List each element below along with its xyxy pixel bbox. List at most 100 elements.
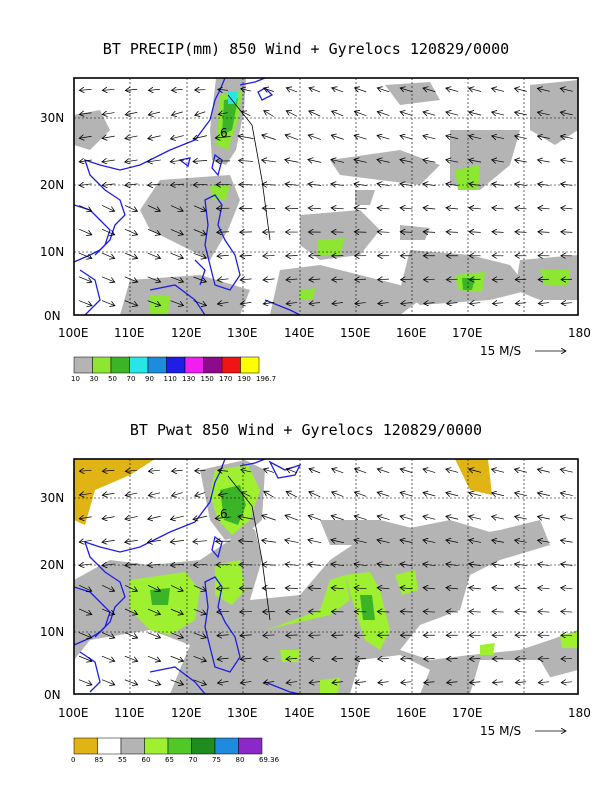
wind-arrow <box>240 658 252 659</box>
wind-arrow <box>400 469 413 473</box>
panel1-lon-label: 150E <box>340 326 371 340</box>
wind-arrow <box>79 184 92 186</box>
wind-arrow <box>262 184 276 185</box>
wind-arrow <box>400 516 413 519</box>
wind-arrow <box>218 113 228 115</box>
wind-arrow <box>102 184 115 186</box>
wind-arrow <box>193 608 206 614</box>
wind-arrow <box>515 208 527 209</box>
wind-arrow <box>515 588 527 589</box>
wind-arrow <box>492 540 504 542</box>
wind-arrow <box>125 89 138 90</box>
wind-arrow <box>148 184 161 185</box>
wind-arrow <box>331 588 344 589</box>
wind-arrow <box>492 184 504 186</box>
colorbar-label: 65 <box>165 756 174 764</box>
wind-arrow <box>355 658 367 659</box>
wind-arrow <box>492 160 504 162</box>
wind-arrow <box>538 303 549 304</box>
colorbar-label: 80 <box>236 756 245 764</box>
wind-arrow <box>492 516 505 519</box>
wind-arrow <box>148 136 161 139</box>
wind-arrow <box>170 252 184 258</box>
wind-arrow <box>423 232 436 233</box>
wind-arrow <box>332 682 343 683</box>
wind-arrow <box>124 608 138 614</box>
wind-arrow <box>263 302 275 304</box>
wind-arrow <box>446 516 459 519</box>
wind-arrow <box>470 682 481 683</box>
panel1-lat-label: 0N <box>44 309 61 323</box>
wind-arrow <box>378 658 389 659</box>
wind-arrow <box>400 184 413 186</box>
wind-arrow <box>262 135 276 140</box>
wind-arrow <box>241 492 251 496</box>
wind-arrow <box>492 88 505 91</box>
panel1-lon-label: 170E <box>452 326 483 340</box>
wind-arrow <box>400 88 413 92</box>
wind-arrow <box>354 111 367 117</box>
wind-arrow <box>125 112 138 114</box>
wind-arrow <box>515 112 527 115</box>
wind-arrow <box>124 632 138 638</box>
wind-arrow <box>79 160 92 162</box>
colorbar-swatch <box>144 737 169 755</box>
wind-arrow <box>309 658 321 659</box>
wind-arrow <box>400 611 413 612</box>
wind-arrow <box>286 279 298 280</box>
wind-arrow <box>262 515 276 521</box>
wind-arrow <box>470 303 481 304</box>
wind-arrow <box>124 228 138 234</box>
wind-arrow <box>515 88 528 91</box>
panel1-lon-label: 140E <box>284 326 315 340</box>
wind-arrow <box>400 112 413 116</box>
colorbar-label: 130 <box>182 375 195 383</box>
wind-arrow <box>264 111 274 117</box>
wind-arrow <box>125 540 138 542</box>
panel1-wind-vectors <box>79 88 573 306</box>
panel1-precip-shading <box>74 78 578 315</box>
wind-arrow <box>215 517 231 519</box>
colorbar-swatch <box>240 356 260 374</box>
panel2-lon-label: 150E <box>340 706 371 720</box>
colorbar-label: 69.36 <box>259 756 280 764</box>
wind-arrow <box>309 88 321 92</box>
wind-arrow <box>193 564 207 565</box>
wind-arrow <box>423 112 436 115</box>
wind-arrow <box>423 184 436 186</box>
wind-arrow <box>148 564 161 565</box>
wind-arrow <box>193 229 206 235</box>
panel1-grid <box>74 78 578 315</box>
wind-arrow <box>79 470 92 471</box>
colorbar-label: 55 <box>118 756 127 764</box>
wind-arrow <box>285 135 299 141</box>
wind-arrow <box>125 493 138 495</box>
wind-arrow <box>262 540 276 542</box>
wind-arrow <box>286 491 298 498</box>
wind-arrow <box>331 184 344 186</box>
wind-arrow <box>309 682 321 683</box>
wind-arrow <box>102 470 115 471</box>
wind-arrow <box>538 517 550 519</box>
panel2-coastlines <box>74 459 302 694</box>
wind-arrow <box>355 88 367 92</box>
wind-arrow <box>170 300 184 306</box>
wind-arrow <box>102 113 115 115</box>
panel2-storm-track <box>227 475 271 621</box>
wind-arrow <box>308 135 322 140</box>
panel1-lon-label: 120E <box>171 326 202 340</box>
panel2-lon-label: 130E <box>227 706 258 720</box>
wind-arrow <box>515 516 527 519</box>
wind-arrow <box>378 682 389 683</box>
colorbar-swatch <box>214 737 239 755</box>
wind-arrow <box>423 540 436 543</box>
wind-arrow <box>377 469 390 473</box>
wind-arrow <box>101 300 115 306</box>
wind-arrow <box>240 279 252 280</box>
wind-arrow <box>147 585 160 591</box>
wind-arrow <box>515 682 527 683</box>
wind-arrow <box>308 564 322 566</box>
wind-arrow <box>240 681 252 683</box>
wind-arrow <box>538 160 550 162</box>
wind-arrow <box>537 493 550 496</box>
